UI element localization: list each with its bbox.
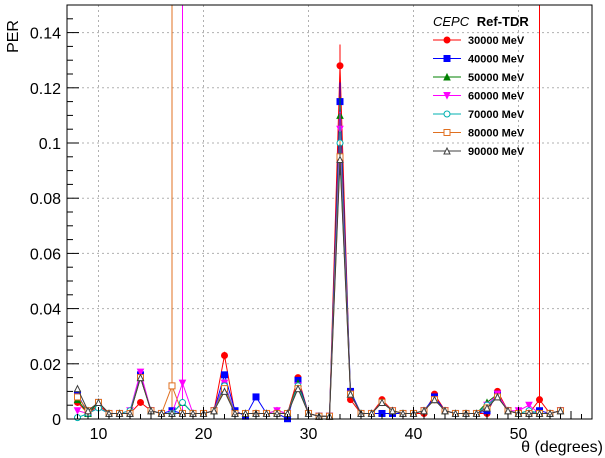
legend-entry: 70000 MeV <box>433 109 525 121</box>
data-point <box>294 384 302 393</box>
legend-marker <box>443 72 451 81</box>
legend-label: 80000 MeV <box>468 128 525 140</box>
legend-title-italic: CEPC <box>433 14 470 29</box>
y-tick-label: 0.12 <box>30 81 61 98</box>
legend-marker <box>443 146 451 155</box>
legend-label: 50000 MeV <box>468 72 525 84</box>
legend-entry: 50000 MeV <box>433 72 525 84</box>
legend-entry: 90000 MeV <box>433 146 525 158</box>
data-point <box>346 390 355 398</box>
data-point <box>525 401 533 410</box>
legend-title-bold: Ref-TDR <box>477 14 530 29</box>
data-point <box>73 407 82 415</box>
data-point <box>220 387 229 395</box>
y-tick-label: 0 <box>52 412 61 429</box>
data-point <box>252 393 260 401</box>
data-point <box>441 406 449 415</box>
data-point <box>483 403 491 412</box>
legend-entry: 80000 MeV <box>433 128 525 140</box>
x-tick-label: 20 <box>195 426 213 443</box>
spike-lines <box>171 5 540 417</box>
legend-label: 30000 MeV <box>468 35 525 47</box>
data-point <box>420 406 428 415</box>
data-point <box>168 382 176 390</box>
data-point <box>430 395 439 404</box>
data-point <box>493 392 502 401</box>
data-point <box>137 398 144 406</box>
y-tick-label: 0.06 <box>30 246 61 263</box>
data-point <box>536 396 543 404</box>
data-point <box>179 398 186 406</box>
legend-entry: 30000 MeV <box>433 35 525 47</box>
x-tick-label: 10 <box>90 426 108 443</box>
y-tick-label: 0.02 <box>30 357 61 374</box>
data-point <box>378 398 386 406</box>
data-point <box>136 368 145 377</box>
legend-items: 30000 MeV 40000 MeV 50000 MeV 60000 MeV 7000… <box>433 35 525 158</box>
legend-entry: 40000 MeV <box>433 54 525 66</box>
legend-title: CEPC Ref-TDR <box>433 14 529 29</box>
y-tick-label: 0.1 <box>39 136 61 153</box>
legend-label: 40000 MeV <box>468 54 525 66</box>
x-tick-label: 50 <box>510 426 528 443</box>
grid <box>67 5 592 419</box>
data-point <box>74 393 81 401</box>
x-tick-label: 30 <box>300 426 318 443</box>
y-tick-label: 0.08 <box>30 191 61 208</box>
legend-marker <box>443 36 451 44</box>
legend: CEPC Ref-TDR 30000 MeV 40000 MeV 50000 MeV… <box>433 14 529 158</box>
axis-ticks: 10 20 30 40 50 0 0.02 0.04 0.06 0.08 0.1 0.12 0.14 <box>30 4 593 443</box>
data-point <box>178 379 187 388</box>
data-point <box>504 406 512 415</box>
legend-label: 70000 MeV <box>468 109 525 121</box>
x-axis-label: θ (degrees) <box>521 439 603 456</box>
data-point <box>73 384 82 393</box>
x-tick-label: 40 <box>405 426 423 443</box>
legend-label: 60000 MeV <box>468 91 525 103</box>
y-tick-label: 0.04 <box>30 302 61 319</box>
legend-label: 90000 MeV <box>468 146 525 158</box>
legend-marker <box>443 92 451 100</box>
data-point <box>388 406 397 415</box>
legend-marker <box>443 129 451 136</box>
legend-marker <box>443 55 451 62</box>
data-point <box>336 62 344 70</box>
data-point <box>221 371 228 379</box>
y-axis-label: PER <box>5 20 22 53</box>
data-point <box>210 406 218 415</box>
data-point <box>336 155 344 164</box>
data-point <box>94 398 103 406</box>
data-point <box>556 406 565 415</box>
data-point <box>136 373 145 382</box>
legend-entry: 60000 MeV <box>433 91 525 103</box>
legend-marker <box>443 110 451 118</box>
y-tick-label: 0.14 <box>30 26 61 43</box>
data-point <box>221 352 228 360</box>
data-point <box>84 406 92 415</box>
